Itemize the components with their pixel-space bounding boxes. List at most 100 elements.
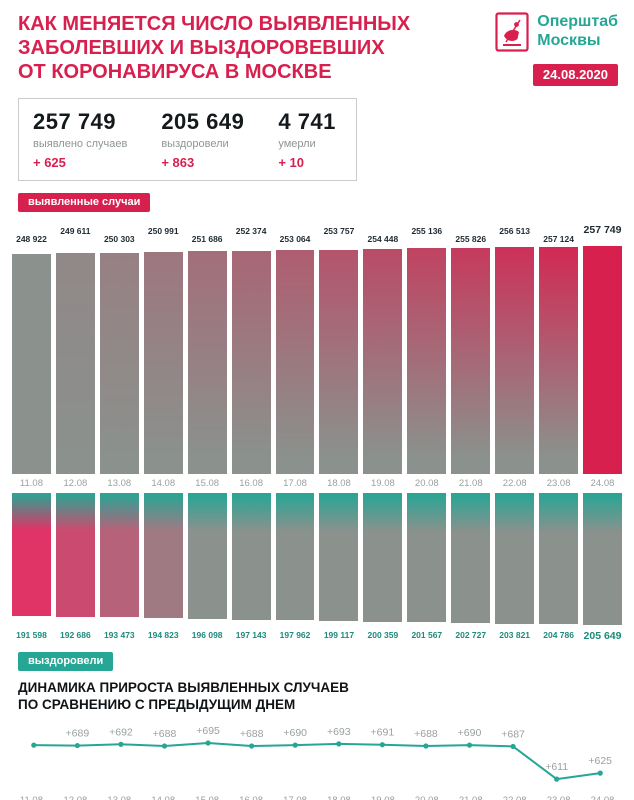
recovered-badge: выздоровели [18, 652, 114, 671]
recovered-bars [12, 493, 622, 625]
line-point [554, 776, 560, 782]
header-right: Оперштаб Москвы 24.08.2020 [495, 12, 618, 86]
date-label: 12.08 [63, 478, 88, 489]
recovered-bar [583, 493, 622, 625]
recovered-bar [99, 493, 139, 617]
date-label: 21.08 [458, 478, 483, 489]
recovered-value-label: 201 567 [411, 630, 443, 640]
increase-label: +690 [458, 727, 482, 739]
recovered-bar [407, 493, 447, 622]
detected-bar [231, 251, 271, 474]
increase-label: +692 [109, 726, 133, 738]
dates-axis-bottom: 11.08 12.08 13.08 14.08 15.08 16.08 17.08 18.08… [12, 795, 622, 800]
detected-bar [407, 248, 447, 474]
title-line: ЗАБОЛЕВШИХ И ВЫЗДОРОВЕВШИХ [18, 37, 385, 59]
detected-value-label: 255 136 [411, 226, 443, 236]
date-label: 23.08 [546, 478, 571, 489]
date-badge: 24.08.2020 [532, 64, 618, 86]
detected-value-label: 254 448 [367, 234, 399, 244]
recovered-value-label: 205 649 [583, 630, 622, 642]
date-label: 15.08 [195, 478, 220, 489]
recovered-bar [275, 493, 315, 620]
stat-deaths-delta: + 10 [278, 155, 305, 170]
detected-bar [495, 247, 535, 474]
date-label: 24.08 [583, 795, 622, 800]
increase-label: +625 [588, 755, 612, 767]
title-line: КАК МЕНЯЕТСЯ ЧИСЛО ВЫЯВЛЕННЫХ [18, 13, 411, 35]
increase-label: +690 [283, 727, 307, 739]
detected-bar [143, 252, 183, 474]
detected-bar [55, 253, 95, 474]
line-point [74, 742, 80, 749]
line-point [31, 742, 37, 748]
detected-value-label: 253 757 [323, 226, 355, 236]
recovered-value-label: 193 473 [103, 630, 135, 640]
line-point [205, 740, 211, 746]
stat-recovered: 205 649 выздоровели + 863 [161, 109, 244, 170]
detected-bar [12, 254, 51, 474]
recovered-value-label: 194 823 [147, 630, 179, 640]
stat-detected: 257 749 выявлено случаев + 625 [33, 109, 127, 170]
date-label: 22.08 [502, 478, 527, 489]
date-label: 11.08 [19, 478, 43, 489]
moscow-coat-of-arms-icon [495, 12, 529, 52]
increase-label: +688 [153, 728, 177, 740]
line-chart-axis: 11.08 12.08 13.08 14.08 15.08 16.08 17.08 18.08… [0, 795, 634, 800]
line-point [336, 741, 342, 747]
org-name-line: Оперштаб [537, 13, 618, 30]
line-point [249, 743, 255, 749]
recovered-bar [187, 493, 227, 619]
section-title: ДИНАМИКА ПРИРОСТА ВЫЯВЛЕННЫХ СЛУЧАЕВ ПО … [18, 679, 616, 713]
date-label: 13.08 [100, 795, 139, 800]
stat-detected-value: 257 749 [33, 109, 117, 134]
increase-label: +691 [371, 727, 395, 739]
increase-label: +688 [240, 728, 264, 740]
recovered-bar [451, 493, 491, 623]
stat-deaths-value: 4 741 [278, 109, 336, 134]
stat-detected-delta: + 625 [33, 155, 66, 170]
stat-recovered-label: выздоровели [161, 138, 229, 150]
stat-deaths: 4 741 умерли + 10 [278, 109, 336, 170]
org-name-line: Москвы [537, 32, 601, 49]
recovered-value-label: 192 686 [60, 630, 91, 640]
stat-detected-label: выявлено случаев [33, 138, 128, 150]
detected-bar [275, 250, 315, 474]
recovered-value-label: 191 598 [16, 630, 47, 640]
recovered-bar [319, 493, 359, 621]
date-label: 18.08 [327, 478, 351, 489]
detected-bars [12, 246, 622, 474]
org-name: Оперштаб Москвы [537, 12, 618, 50]
date-label: 12.08 [56, 795, 95, 800]
increase-label: +693 [327, 726, 351, 738]
line-point [510, 743, 516, 750]
increase-label: +687 [501, 728, 525, 740]
recovered-bar [495, 493, 535, 624]
title-line: ОТ КОРОНАВИРУСА В МОСКВЕ [18, 61, 332, 83]
date-label: 19.08 [370, 478, 395, 489]
section-title-line: ДИНАМИКА ПРИРОСТА ВЫЯВЛЕННЫХ СЛУЧАЕВ [18, 680, 349, 695]
detected-value-label: 248 922 [16, 234, 47, 244]
detected-cases-badge: выявленные случаи [18, 193, 151, 212]
dates-axis: 11.08 12.08 13.08 14.08 15.08 16.08 17.08 18.08… [12, 478, 622, 489]
stats-box: 257 749 выявлено случаев + 625 205 649 в… [18, 98, 357, 181]
date-label: 20.08 [407, 795, 446, 800]
detected-value-label: 257 124 [543, 234, 574, 244]
org-block: Оперштаб Москвы [495, 12, 618, 52]
section-title-line: ПО СРАВНЕНИЮ С ПРЕДЫДУЩИМ ДНЕМ [18, 697, 296, 712]
line-point [292, 742, 298, 748]
line-point [379, 742, 385, 748]
increase-label: +688 [414, 728, 438, 740]
detected-value-label: 249 611 [60, 226, 91, 236]
stat-recovered-value: 205 649 [161, 109, 245, 134]
detected-value-label: 252 374 [235, 226, 267, 236]
date-label: 17.08 [283, 478, 307, 489]
line-point [118, 741, 124, 747]
line-point [466, 742, 473, 748]
date-label: 19.08 [363, 795, 402, 800]
increase-label: +695 [196, 725, 220, 737]
date-label: 16.08 [239, 478, 263, 489]
detected-bar [319, 250, 359, 474]
detected-bar [363, 249, 403, 474]
increase-label: +689 [66, 728, 90, 740]
